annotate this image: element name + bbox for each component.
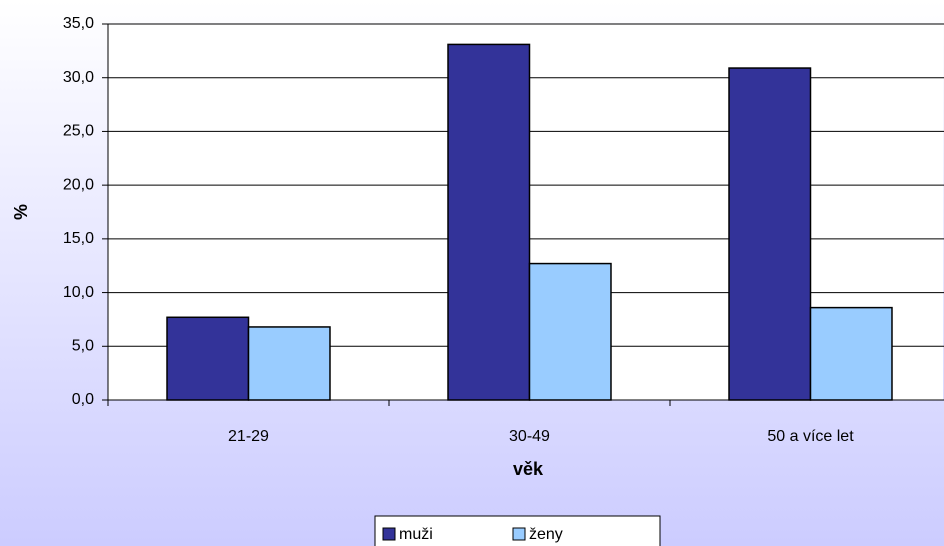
y-tick-label: 25,0 xyxy=(63,123,94,140)
legend-swatch xyxy=(512,527,526,541)
bar xyxy=(528,262,612,401)
bar xyxy=(166,316,250,401)
y-tick-label: 15,0 xyxy=(63,230,94,247)
legend-swatch xyxy=(382,527,396,541)
x-axis-title: věk xyxy=(513,459,544,479)
bar xyxy=(247,326,331,401)
legend-label: ženy xyxy=(529,526,563,543)
y-tick-label: 0,0 xyxy=(72,391,94,408)
x-tick-label: 50 a více let xyxy=(767,428,854,445)
y-tick-label: 30,0 xyxy=(63,69,94,86)
y-tick-label: 5,0 xyxy=(72,338,94,355)
legend-label: muži xyxy=(399,526,433,543)
x-tick-label: 21-29 xyxy=(228,428,269,445)
y-axis-title: % xyxy=(11,204,31,220)
x-tick-label: 30-49 xyxy=(509,428,550,445)
y-tick-label: 10,0 xyxy=(63,284,94,301)
bar xyxy=(809,306,893,401)
y-tick-label: 35,0 xyxy=(63,15,94,32)
bar xyxy=(447,43,531,401)
y-tick-label: 20,0 xyxy=(63,176,94,193)
bar xyxy=(728,67,812,401)
